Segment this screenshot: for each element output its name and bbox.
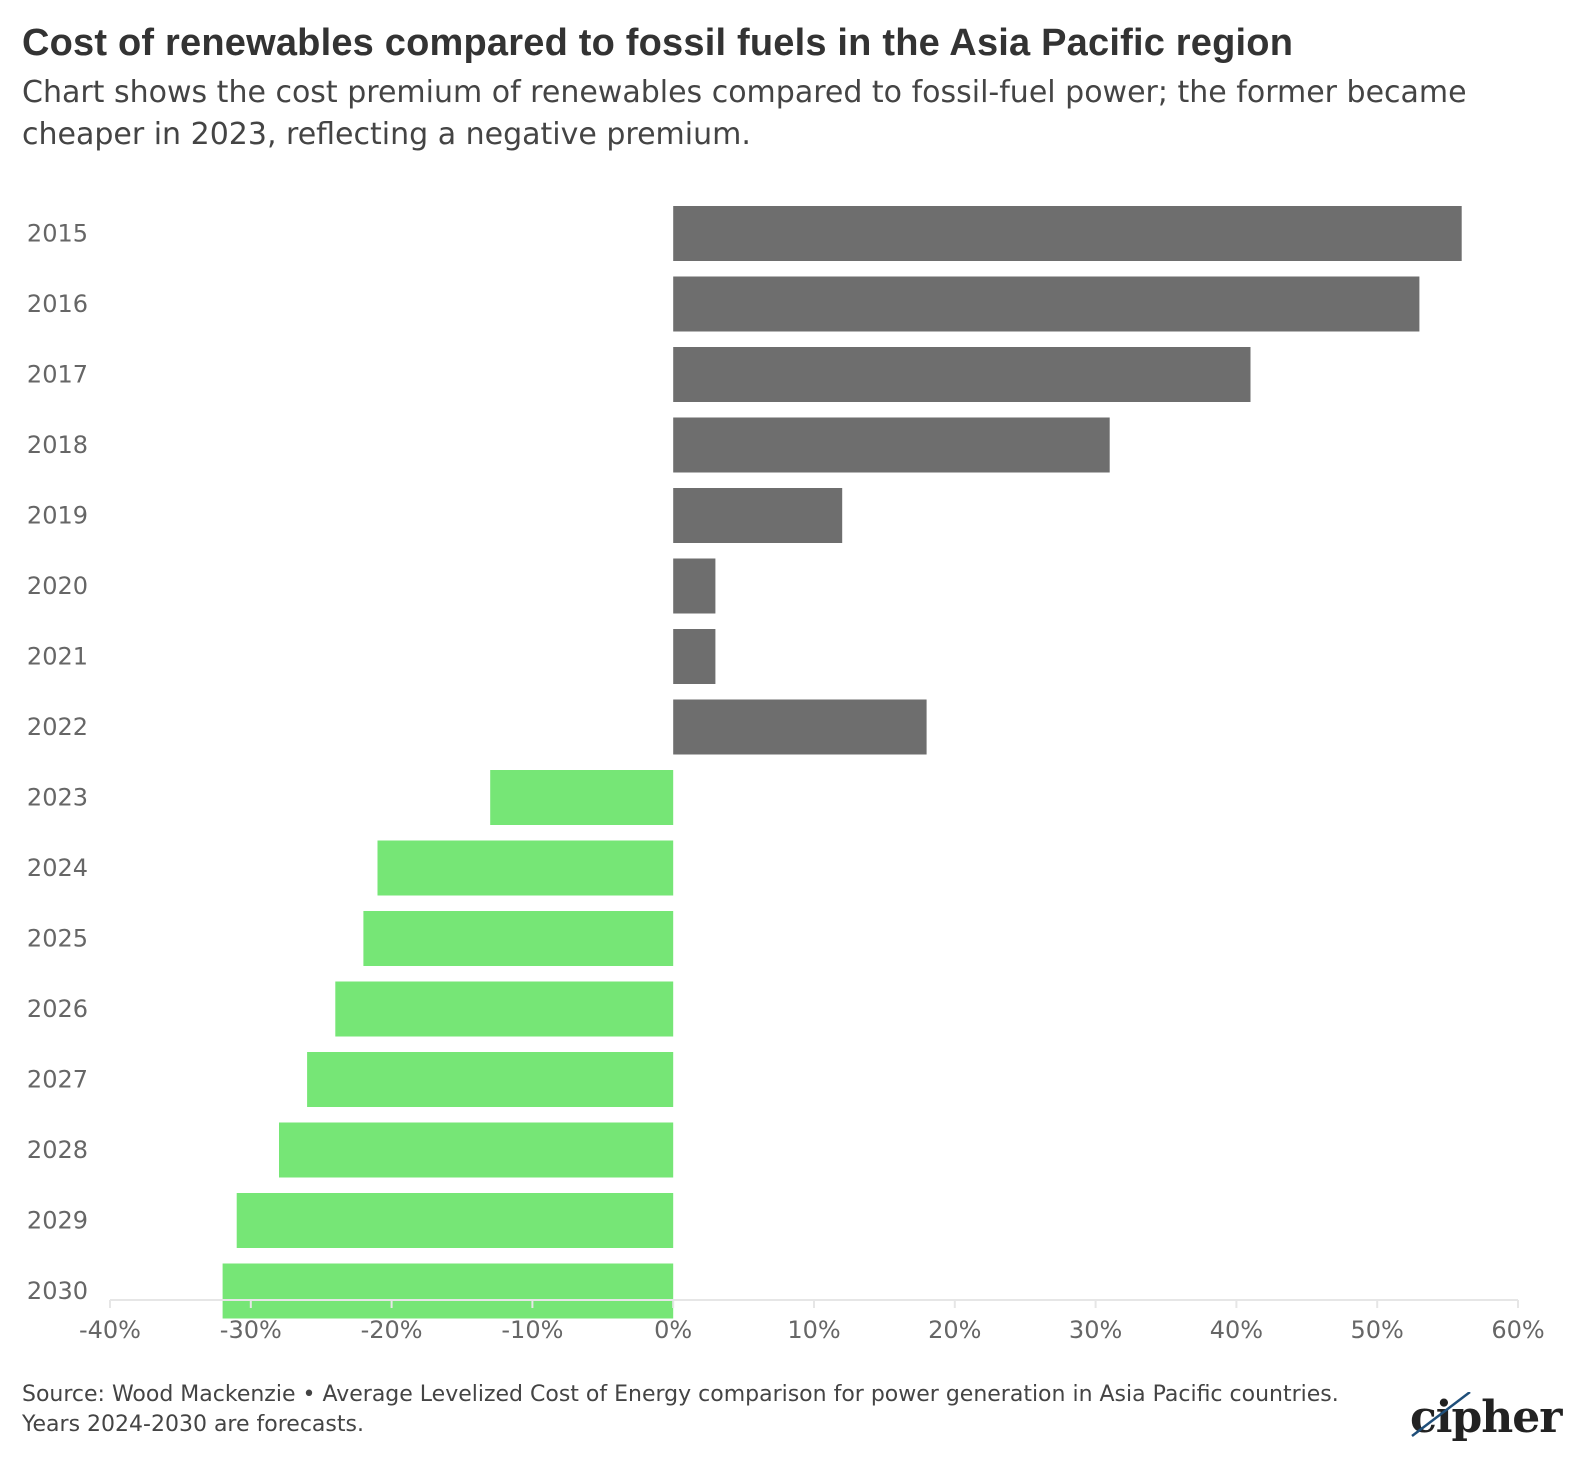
x-tick-label: 40% [1210, 1316, 1263, 1344]
x-tick-label: 60% [1491, 1316, 1544, 1344]
bar-2028 [279, 1122, 674, 1178]
y-tick-label-2027: 2027 [27, 1066, 88, 1094]
bar-2016 [673, 276, 1420, 332]
bar-2023 [490, 770, 674, 825]
x-tick-label: 0% [654, 1316, 692, 1344]
y-tick-label-2028: 2028 [27, 1136, 88, 1164]
x-tick-label: -40% [79, 1316, 141, 1344]
logo-slash-icon [1411, 1392, 1471, 1437]
x-tick-label: 30% [1069, 1316, 1122, 1344]
y-tick-label-2024: 2024 [27, 854, 88, 882]
y-tick-label-2026: 2026 [27, 995, 88, 1023]
bar-2021 [673, 629, 716, 684]
x-tick-label: 20% [928, 1316, 981, 1344]
y-tick-label-2018: 2018 [27, 431, 88, 459]
x-tick-label: -30% [220, 1316, 282, 1344]
chart-subtitle: Chart shows the cost premium of renewabl… [22, 75, 1467, 152]
y-tick-label-2029: 2029 [27, 1207, 88, 1235]
y-tick-label-2020: 2020 [27, 572, 88, 600]
bar-2029 [236, 1193, 674, 1248]
y-tick-label-2022: 2022 [27, 713, 88, 741]
bar-2022 [673, 699, 927, 755]
chart-title: Cost of renewables compared to fossil fu… [22, 22, 1294, 64]
x-tick-label: -10% [501, 1316, 563, 1344]
cipher-logo: cipher [1410, 1392, 1570, 1452]
y-tick-label-2025: 2025 [27, 925, 88, 953]
bar-2030 [222, 1263, 674, 1319]
bar-2025 [363, 911, 674, 966]
bar-2018 [673, 417, 1110, 473]
y-tick-label-2017: 2017 [27, 361, 88, 389]
bar-2015 [673, 206, 1462, 261]
bar-2026 [335, 981, 674, 1037]
bar-2017 [673, 347, 1251, 402]
bar-2019 [673, 488, 843, 543]
bar-2020 [673, 558, 716, 614]
bar-2027 [307, 1052, 674, 1107]
y-tick-label-2015: 2015 [27, 220, 88, 248]
source-note: Source: Wood Mackenzie • Average Leveliz… [22, 1382, 1339, 1437]
y-tick-label-2016: 2016 [27, 290, 88, 318]
y-tick-label-2030: 2030 [27, 1277, 88, 1305]
bar-2024 [377, 840, 674, 896]
y-tick-label-2019: 2019 [27, 502, 88, 530]
y-tick-label-2023: 2023 [27, 784, 88, 812]
x-tick-label: 50% [1351, 1316, 1404, 1344]
x-tick-label: 10% [787, 1316, 840, 1344]
x-tick-label: -20% [361, 1316, 423, 1344]
y-tick-label-2021: 2021 [27, 643, 88, 671]
